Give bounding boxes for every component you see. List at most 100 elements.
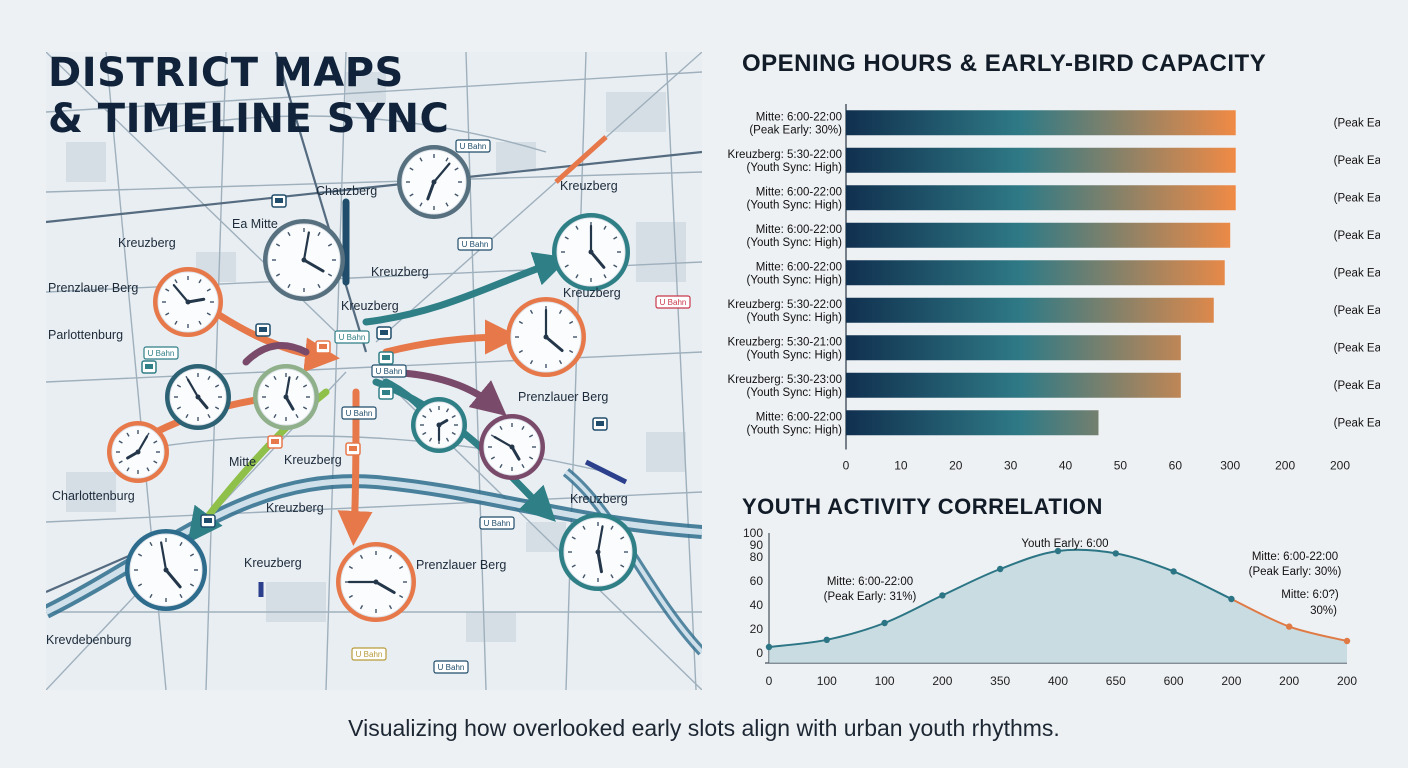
svg-text:U Bahn: U Bahn	[356, 650, 383, 659]
line-point	[939, 592, 946, 599]
bar	[846, 110, 1236, 136]
clock-icon[interactable]	[552, 213, 630, 291]
line-point	[1343, 637, 1351, 645]
bar-category-sublabel: (Peak Early: 30%)	[749, 124, 842, 136]
svg-text:U Bahn: U Bahn	[148, 349, 175, 358]
transit-badge: U Bahn	[479, 516, 515, 530]
station-icon	[378, 386, 394, 400]
bar-x-tick: 200	[1330, 459, 1350, 473]
transit-badge: U Bahn	[143, 346, 179, 360]
bar-x-tick: 40	[1059, 459, 1073, 473]
transit-badge: U Bahn	[351, 647, 387, 661]
bar-x-tick: 0	[843, 459, 850, 473]
clock-icon[interactable]	[107, 421, 169, 483]
line-point	[1286, 623, 1293, 630]
caption: Visualizing how overlooked early slots a…	[348, 715, 1060, 741]
clock-icon[interactable]	[263, 219, 345, 301]
line-annotation: Mitte: 6:00-22:00	[827, 576, 913, 588]
line-y-tick: 40	[750, 598, 764, 612]
svg-text:U Bahn: U Bahn	[346, 409, 373, 418]
bar-x-tick: 60	[1169, 459, 1183, 473]
bar-x-tick: 300	[1220, 459, 1240, 473]
transit-badge: U Bahn	[433, 660, 469, 674]
bar-x-tick: 200	[1275, 459, 1295, 473]
line-annotation: Youth Early: 6:00	[1021, 538, 1108, 550]
clock-icon[interactable]	[165, 364, 231, 430]
bar-value-label: (Peak Early: 20%)	[1334, 417, 1380, 429]
station-icon	[378, 351, 394, 365]
transit-badge: U Bahn	[457, 237, 493, 251]
line-x-tick: 0	[766, 674, 773, 688]
transit-badge: U Bahn	[455, 139, 491, 153]
district-label: Ea Mitte	[232, 217, 278, 231]
bar-category-sublabel: (Youth Sync: High)	[747, 312, 843, 324]
line-point	[823, 636, 830, 643]
title-line-1: DISTRICT MAPS	[48, 50, 404, 96]
station-icon	[141, 360, 157, 374]
bar-category-sublabel: (Youth Sync: High)	[747, 349, 843, 361]
line-annotation: Mitte: 6:00-22:00	[1252, 551, 1338, 563]
clock-icon[interactable]	[559, 513, 637, 591]
bar-category-sublabel: (Youth Sync: High)	[747, 387, 843, 399]
clock-icon[interactable]	[153, 267, 223, 337]
district-label: Kreuzberg	[563, 286, 621, 300]
clock-icon[interactable]	[479, 414, 545, 480]
line-x-tick: 400	[1048, 674, 1068, 688]
line-y-tick: 90	[750, 538, 764, 552]
bar-value-label: (Peak Early: 16%)	[1334, 380, 1380, 392]
clock-icon[interactable]	[506, 297, 586, 377]
line-point	[765, 643, 773, 651]
bar	[846, 260, 1225, 286]
district-label: Charlottenburg	[52, 489, 135, 503]
map-blocks	[66, 72, 686, 642]
line-y-tick: 0	[756, 646, 763, 660]
station-icon	[200, 514, 216, 528]
bar	[846, 410, 1099, 436]
bar-category-label: Kreuzberg: 5:30-21:00	[728, 336, 842, 348]
clock-icon[interactable]	[397, 145, 471, 219]
clock-icon[interactable]	[253, 364, 319, 430]
district-label: Prenzlauer Berg	[416, 558, 506, 572]
svg-text:U Bahn: U Bahn	[462, 240, 489, 249]
district-label: Parlottenburg	[48, 328, 123, 342]
clock-icon[interactable]	[125, 529, 207, 611]
line-point	[1054, 547, 1062, 555]
district-label: Kreuzberg	[284, 453, 342, 467]
line-annotation: (Peak Early: 31%)	[824, 591, 917, 603]
line-point	[997, 565, 1004, 573]
line-annotation: (Peak Early: 30%)	[1249, 566, 1342, 578]
bar-x-tick: 20	[949, 459, 963, 473]
district-label: Krevdebenburg	[46, 633, 132, 647]
bar	[846, 372, 1181, 398]
bar-category-sublabel: (Youth Sync: High)	[747, 162, 843, 174]
svg-text:U Bahn: U Bahn	[376, 367, 403, 376]
clock-icon[interactable]	[336, 542, 416, 622]
svg-text:U Bahn: U Bahn	[438, 663, 465, 672]
bar-chart: Mitte: 6:00-22:00 (Peak Early: 30%) (Peak …	[728, 104, 1380, 473]
bar-value-label: (Peak Early: 30%)	[1334, 117, 1380, 129]
bar-value-label: (Peak Early: 20%)	[1334, 230, 1380, 242]
line-y-tick: 60	[750, 574, 764, 588]
district-label: Kreuzberg	[341, 299, 399, 313]
page-title: DISTRICT MAPS & TIMELINE SYNC	[48, 50, 449, 142]
line-x-tick: 200	[1337, 674, 1357, 688]
district-map[interactable]: Kreuzberg Prenzlauer Berg Parlottenburg Cha…	[46, 52, 702, 690]
line-x-tick: 350	[990, 674, 1010, 688]
clock-icon[interactable]	[411, 397, 467, 453]
line-x-tick: 600	[1164, 674, 1184, 688]
station-icon	[267, 435, 283, 449]
bar-value-label: (Peak Early: 20%)	[1334, 267, 1380, 279]
line-annotation: 30%)	[1310, 605, 1337, 617]
bar-category-sublabel: (Youth Sync: High)	[747, 237, 843, 249]
line-x-tick: 650	[1106, 674, 1126, 688]
bar-x-tick: 50	[1114, 459, 1128, 473]
line-annotation: Mitte: 6:0?)	[1281, 589, 1339, 601]
bar-category-label: Mitte: 6:00-22:00	[756, 224, 842, 236]
line-point	[1228, 595, 1235, 603]
district-label: Prenzlauer Berg	[48, 281, 138, 295]
station-icon	[592, 417, 608, 431]
bar-value-label: (Peak Early: 30%)	[1334, 192, 1380, 204]
bar-x-tick: 10	[894, 459, 908, 473]
bar-value-label: (Peak Early: 30%)	[1334, 155, 1380, 167]
line-x-tick: 200	[1221, 674, 1241, 688]
